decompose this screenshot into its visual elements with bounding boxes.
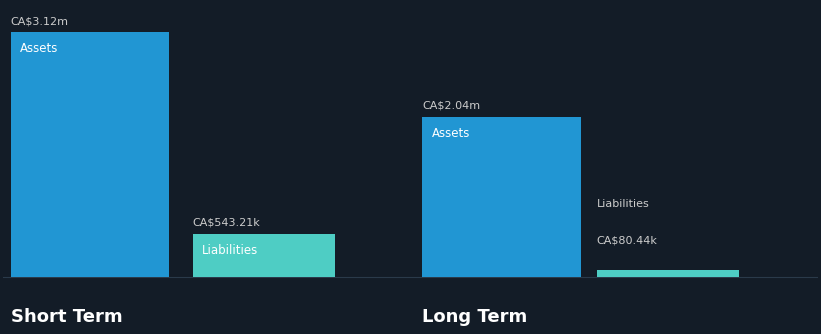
Text: Liabilities: Liabilities xyxy=(597,199,649,209)
Text: CA$2.04m: CA$2.04m xyxy=(422,101,480,111)
Text: CA$543.21k: CA$543.21k xyxy=(193,218,260,228)
Text: Assets: Assets xyxy=(432,127,470,140)
Text: Long Term: Long Term xyxy=(422,309,528,326)
Text: Short Term: Short Term xyxy=(11,309,122,326)
Bar xyxy=(193,234,335,277)
Bar xyxy=(597,271,739,277)
Text: CA$3.12m: CA$3.12m xyxy=(11,16,69,26)
Text: CA$80.44k: CA$80.44k xyxy=(597,236,658,246)
Bar xyxy=(11,32,169,277)
Text: Assets: Assets xyxy=(21,42,58,55)
Text: Liabilities: Liabilities xyxy=(202,244,259,257)
Bar xyxy=(422,117,580,277)
